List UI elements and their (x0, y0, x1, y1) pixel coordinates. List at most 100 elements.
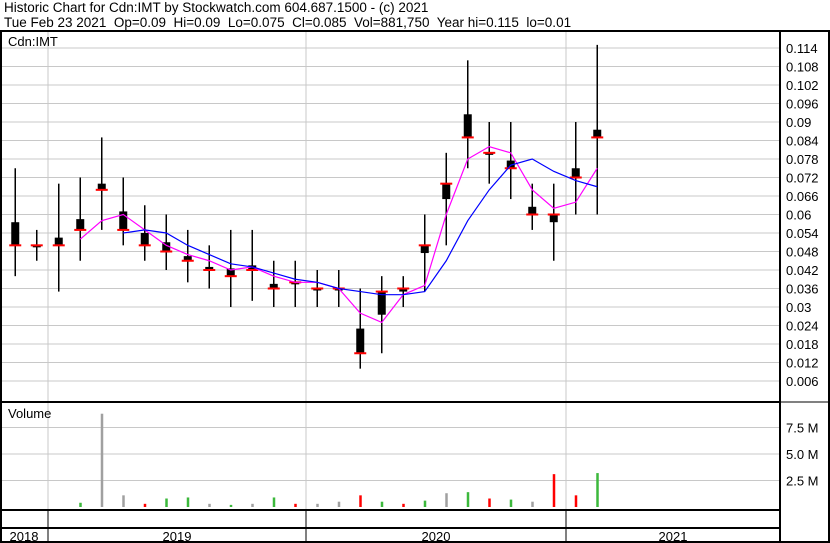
volume-bar (251, 503, 254, 507)
volume-bar (229, 504, 233, 507)
year-label: 2020 (422, 529, 451, 543)
volume-bar (574, 495, 578, 507)
price-body (97, 183, 106, 190)
symbol-label: Cdn:IMT (8, 34, 58, 49)
volume-bar (272, 497, 276, 507)
price-body (205, 266, 214, 270)
price-tick-label: 0.096 (786, 97, 819, 112)
price-tick-label: 0.108 (786, 60, 819, 75)
price-body (119, 211, 128, 230)
volume-bar (294, 503, 297, 507)
close-tick (569, 176, 582, 179)
close-tick (526, 213, 539, 216)
price-body (76, 219, 85, 230)
close-tick (483, 151, 496, 154)
price-body (549, 214, 558, 223)
chart-header: Historic Chart for Cdn:IMT by Stockwatch… (4, 0, 571, 30)
volume-bar (337, 501, 341, 507)
volume-bars (79, 413, 599, 507)
price-body (399, 288, 408, 292)
close-tick (52, 244, 65, 247)
volume-bar (359, 495, 362, 507)
price-body (54, 237, 63, 246)
volume-bar (143, 503, 147, 507)
close-tick (418, 244, 431, 247)
price-body (183, 256, 192, 261)
close-tick (547, 213, 560, 216)
volume-label: Volume (8, 406, 51, 421)
price-body (162, 242, 171, 252)
close-tick (311, 287, 324, 290)
volume-bar (122, 495, 125, 507)
volume-bar (165, 498, 168, 507)
price-body (420, 245, 429, 254)
close-tick (224, 275, 237, 278)
price-body (463, 114, 472, 138)
price-tick-label: 0.09 (786, 115, 811, 130)
price-body (11, 222, 20, 246)
close-tick (440, 182, 453, 185)
close-tick (74, 228, 87, 231)
close-tick (203, 269, 216, 271)
chart-frame (0, 30, 830, 543)
ma-long-line (123, 158, 598, 296)
price-tick-label: 0.024 (786, 319, 819, 334)
volume-bar (531, 501, 534, 507)
price-body (226, 268, 235, 277)
volume-bar (596, 473, 599, 507)
volume-bar (208, 503, 211, 507)
year-label: 2021 (659, 529, 688, 543)
price-body (356, 328, 365, 354)
price-tick-label: 0.036 (786, 282, 819, 297)
volume-bar (380, 501, 384, 507)
close-tick (181, 259, 194, 262)
price-body (571, 168, 580, 178)
volume-bar (423, 500, 427, 507)
price-tick-label: 0.06 (786, 208, 811, 223)
close-tick (95, 188, 108, 191)
close-tick (397, 287, 410, 290)
volume-bar (402, 503, 405, 507)
year-label: 2018 (10, 529, 39, 543)
volume-tick-label: 7.5 M (786, 421, 819, 436)
close-tick (117, 228, 130, 231)
axis-labels: 0.114 0.108 0.102 0.096 0.09 0.084 0.078 0.072 0… (10, 41, 819, 543)
chart-title: Historic Chart for Cdn:IMT by Stockwatch… (4, 0, 429, 15)
price-tick-label: 0.03 (786, 300, 811, 315)
volume-bar (186, 497, 190, 507)
close-tick (9, 244, 22, 247)
volume-tick-label: 5.0 M (786, 447, 819, 462)
quote-summary: Tue Feb 23 2021 Op=0.09 Hi=0.09 Lo=0.075… (4, 15, 572, 30)
close-tick (160, 250, 173, 253)
volume-bar (316, 503, 319, 507)
price-tick-label: 0.042 (786, 263, 819, 278)
price-bars (9, 44, 604, 369)
price-body (377, 291, 386, 315)
volume-bar (552, 474, 556, 507)
close-tick (138, 244, 151, 247)
close-tick (30, 244, 43, 247)
price-tick-label: 0.072 (786, 171, 819, 186)
price-tick-label: 0.048 (786, 245, 819, 260)
volume-bar (466, 492, 470, 507)
price-body (506, 160, 515, 169)
volume-bar (488, 498, 491, 507)
price-tick-label: 0.006 (786, 374, 819, 389)
price-tick-label: 0.078 (786, 152, 819, 167)
price-body (593, 129, 602, 138)
close-tick (246, 269, 259, 271)
price-tick-label: 0.054 (786, 226, 819, 241)
price-tick-label: 0.018 (786, 337, 819, 352)
price-body (248, 265, 257, 270)
price-tick-label: 0.012 (786, 356, 819, 371)
price-body (442, 183, 451, 200)
close-tick (267, 287, 280, 290)
price-tick-label: 0.102 (786, 78, 819, 93)
volume-bar (445, 493, 448, 507)
price-tick-label: 0.066 (786, 189, 819, 204)
price-body (528, 206, 537, 215)
grid (2, 32, 780, 543)
volume-bar (100, 413, 104, 507)
price-body (269, 283, 278, 289)
